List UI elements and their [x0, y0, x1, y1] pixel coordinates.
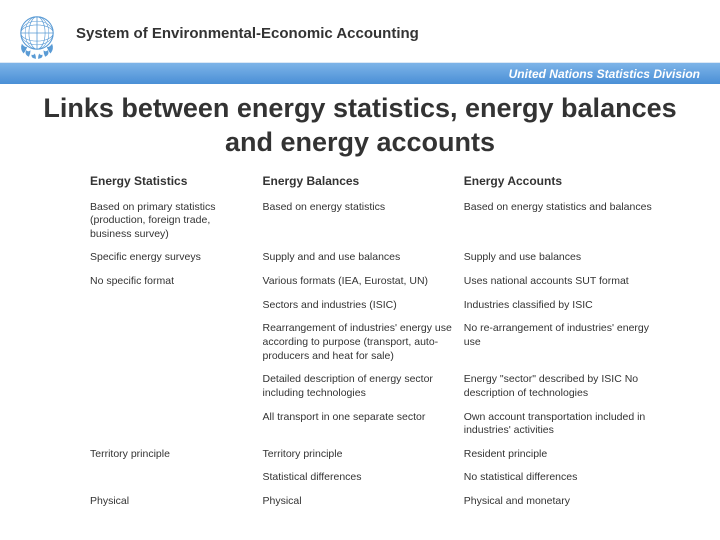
- header-title: System of Environmental-Economic Account…: [76, 25, 419, 42]
- table-cell: [90, 317, 263, 368]
- table-cell: Rearrangement of industries' energy use …: [263, 317, 464, 368]
- table-row: Specific energy surveysSupply and and us…: [90, 246, 665, 270]
- table-row: No specific formatVarious formats (IEA, …: [90, 270, 665, 294]
- table-cell: Physical and monetary: [464, 490, 665, 514]
- un-emblem-icon: [10, 6, 64, 60]
- comparison-table: Energy Statistics Energy Balances Energy…: [90, 170, 665, 514]
- table-cell: Detailed description of energy sector in…: [263, 368, 464, 405]
- table-cell: No statistical differences: [464, 466, 665, 490]
- table-cell: Territory principle: [90, 443, 263, 467]
- table-header-row: Energy Statistics Energy Balances Energy…: [90, 170, 665, 196]
- table-row: Rearrangement of industries' energy use …: [90, 317, 665, 368]
- table-cell: [90, 466, 263, 490]
- table-cell: No specific format: [90, 270, 263, 294]
- table-cell: Based on primary statistics (production,…: [90, 196, 263, 247]
- table-cell: Supply and and use balances: [263, 246, 464, 270]
- table-row: Territory principleTerritory principleRe…: [90, 443, 665, 467]
- table-cell: Statistical differences: [263, 466, 464, 490]
- division-band: United Nations Statistics Division: [0, 62, 720, 84]
- page-title: Links between energy statistics, energy …: [0, 84, 720, 170]
- table-cell: [90, 294, 263, 318]
- table-cell: [90, 368, 263, 405]
- table-row: Detailed description of energy sector in…: [90, 368, 665, 405]
- table-cell: Supply and use balances: [464, 246, 665, 270]
- table-body: Based on primary statistics (production,…: [90, 196, 665, 514]
- table-cell: Various formats (IEA, Eurostat, UN): [263, 270, 464, 294]
- table-cell: Territory principle: [263, 443, 464, 467]
- table-row: All transport in one separate sectorOwn …: [90, 406, 665, 443]
- table-row: Based on primary statistics (production,…: [90, 196, 665, 247]
- table-cell: Based on energy statistics: [263, 196, 464, 247]
- header-bar: System of Environmental-Economic Account…: [0, 0, 720, 62]
- table-cell: Energy "sector" described by ISIC No des…: [464, 368, 665, 405]
- table-cell: Physical: [263, 490, 464, 514]
- col-header: Energy Balances: [263, 170, 464, 196]
- table-row: Sectors and industries (ISIC)Industries …: [90, 294, 665, 318]
- table-cell: Physical: [90, 490, 263, 514]
- table-cell: Industries classified by ISIC: [464, 294, 665, 318]
- table-row: Statistical differencesNo statistical di…: [90, 466, 665, 490]
- table-cell: Uses national accounts SUT format: [464, 270, 665, 294]
- col-header: Energy Accounts: [464, 170, 665, 196]
- table-cell: Specific energy surveys: [90, 246, 263, 270]
- table-cell: All transport in one separate sector: [263, 406, 464, 443]
- table-row: PhysicalPhysicalPhysical and monetary: [90, 490, 665, 514]
- table-cell: No re-arrangement of industries' energy …: [464, 317, 665, 368]
- table-cell: Based on energy statistics and balances: [464, 196, 665, 247]
- table-cell: Resident principle: [464, 443, 665, 467]
- table-cell: Own account transportation included in i…: [464, 406, 665, 443]
- table-cell: [90, 406, 263, 443]
- comparison-table-wrap: Energy Statistics Energy Balances Energy…: [0, 170, 720, 514]
- table-cell: Sectors and industries (ISIC): [263, 294, 464, 318]
- division-label: United Nations Statistics Division: [509, 67, 700, 81]
- col-header: Energy Statistics: [90, 170, 263, 196]
